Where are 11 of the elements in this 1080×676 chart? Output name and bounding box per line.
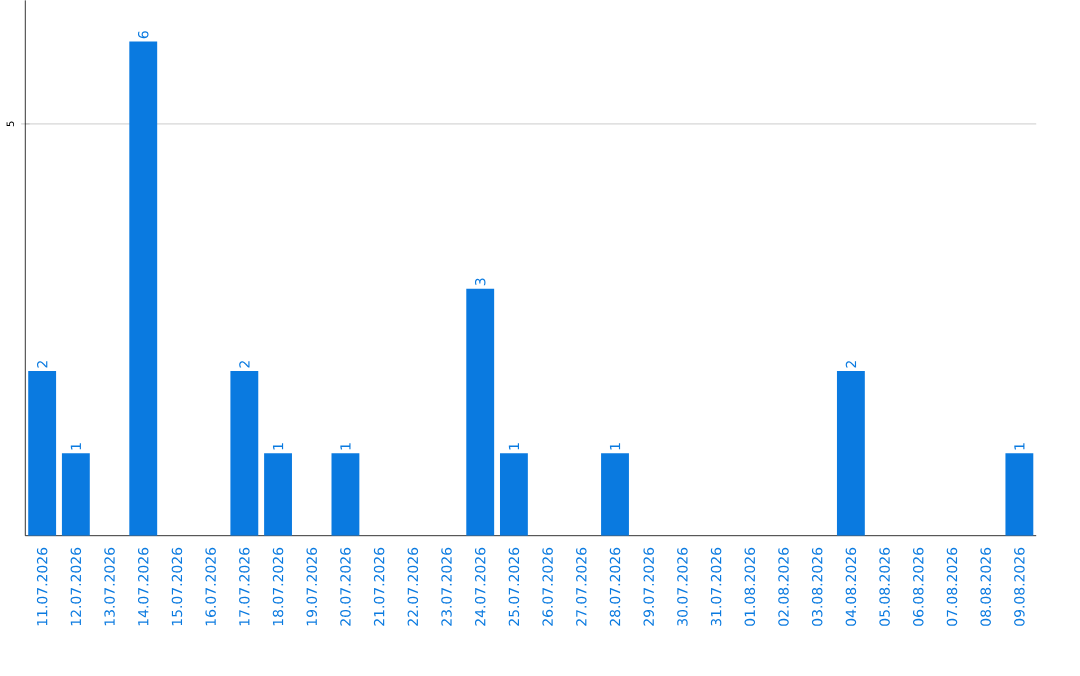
bar	[129, 41, 158, 536]
bar	[836, 370, 865, 536]
bar	[61, 452, 90, 536]
bar	[331, 452, 360, 536]
bar	[28, 370, 57, 536]
bar	[466, 288, 495, 536]
bar	[230, 370, 259, 536]
bar	[601, 452, 629, 536]
bar	[499, 452, 528, 536]
bar	[1005, 452, 1034, 536]
bar	[264, 452, 292, 536]
